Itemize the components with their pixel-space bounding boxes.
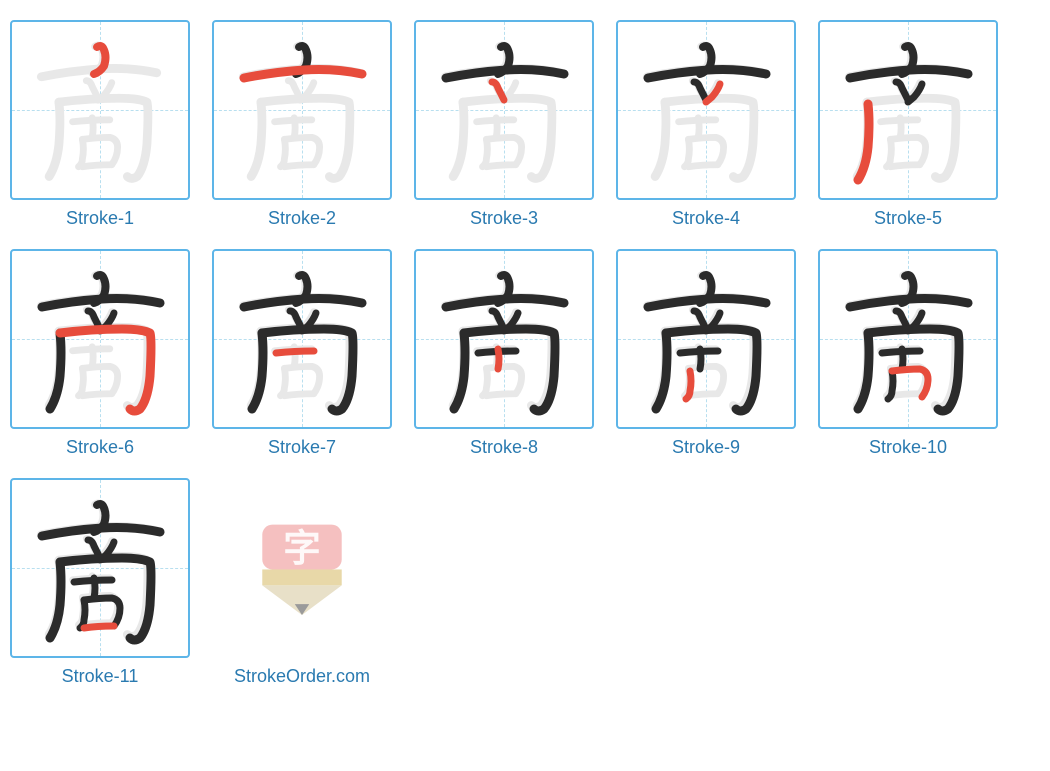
stroke-cell: Stroke-3: [414, 20, 594, 229]
stroke-cell: Stroke-7: [212, 249, 392, 458]
watermark-label: StrokeOrder.com: [234, 666, 370, 687]
stroke-cell: Stroke-1: [10, 20, 190, 229]
stroke-cell: Stroke-10: [818, 249, 998, 458]
stroke-grid: Stroke-1 Stroke-2 Stroke-3 Stroke-4 Stroke-5…: [10, 20, 1040, 687]
stroke-label[interactable]: Stroke-10: [869, 437, 947, 458]
logo-cell: 字 StrokeOrder.com: [212, 478, 392, 687]
stroke-cell: Stroke-9: [616, 249, 796, 458]
stroke-cell: Stroke-2: [212, 20, 392, 229]
logo-box: 字: [212, 478, 392, 658]
stroke-cell: Stroke-5: [818, 20, 998, 229]
stroke-box: [212, 249, 392, 429]
stroke-cell: Stroke-8: [414, 249, 594, 458]
stroke-cell: Stroke-6: [10, 249, 190, 458]
stroke-label[interactable]: Stroke-4: [672, 208, 740, 229]
stroke-label[interactable]: Stroke-8: [470, 437, 538, 458]
stroke-cell: Stroke-4: [616, 20, 796, 229]
stroke-box: [818, 20, 998, 200]
stroke-label[interactable]: Stroke-1: [66, 208, 134, 229]
stroke-label[interactable]: Stroke-2: [268, 208, 336, 229]
stroke-box: [616, 249, 796, 429]
stroke-box: [818, 249, 998, 429]
stroke-cell: Stroke-11: [10, 478, 190, 687]
stroke-label[interactable]: Stroke-3: [470, 208, 538, 229]
stroke-box: [10, 478, 190, 658]
stroke-box: [414, 249, 594, 429]
stroke-label[interactable]: Stroke-11: [62, 666, 139, 687]
stroke-box: [10, 20, 190, 200]
stroke-label[interactable]: Stroke-5: [874, 208, 942, 229]
stroke-box: [212, 20, 392, 200]
stroke-label[interactable]: Stroke-6: [66, 437, 134, 458]
stroke-box: [10, 249, 190, 429]
stroke-box: [414, 20, 594, 200]
stroke-label[interactable]: Stroke-7: [268, 437, 336, 458]
svg-text:字: 字: [283, 527, 321, 569]
stroke-box: [616, 20, 796, 200]
stroke-label[interactable]: Stroke-9: [672, 437, 740, 458]
